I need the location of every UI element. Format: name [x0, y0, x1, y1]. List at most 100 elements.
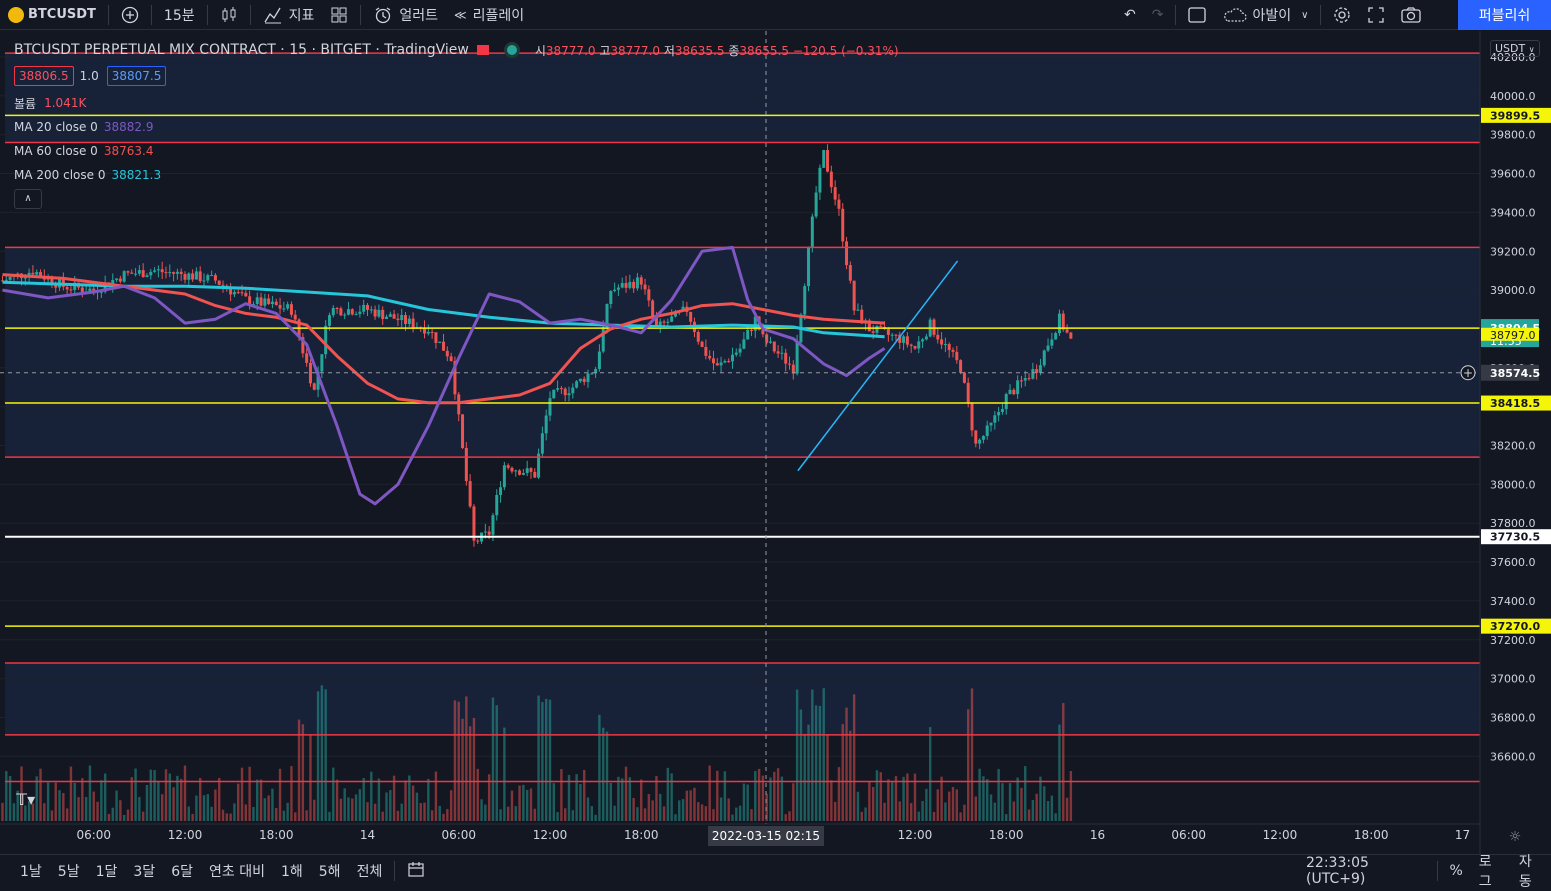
volume-bar: [727, 798, 730, 821]
volume-label: 볼륨: [14, 96, 37, 111]
volume-bar: [951, 787, 955, 821]
clock[interactable]: 22:33:05 (UTC+9): [1306, 854, 1369, 887]
fullscreen-button[interactable]: [1359, 0, 1393, 30]
price-axis[interactable]: [1480, 31, 1551, 854]
candle-body: [616, 287, 620, 290]
range-button[interactable]: 연초 대비: [208, 863, 265, 880]
currency-label: USDT: [1495, 42, 1526, 55]
candle-body: [613, 289, 617, 292]
volume-bar: [65, 808, 69, 821]
fullscreen-layout-button[interactable]: [1180, 0, 1214, 30]
volume-bar: [145, 784, 149, 821]
publish-button[interactable]: 퍼블리쉬: [1458, 0, 1551, 30]
volume-bar: [959, 812, 962, 821]
redo-button[interactable]: ↷: [1144, 0, 1172, 30]
volume-bar: [240, 767, 244, 821]
divider: [394, 860, 396, 881]
buy-price-box[interactable]: 38807.5: [106, 66, 167, 86]
log-toggle[interactable]: 로그: [1478, 853, 1492, 890]
divider: [360, 4, 362, 25]
range-button[interactable]: 전체: [356, 863, 383, 880]
ma200-label[interactable]: MA 200 close 0: [14, 168, 106, 182]
volume-bar: [921, 801, 924, 821]
sell-price-box[interactable]: 38806.5: [14, 66, 74, 86]
x-tick-label: 14: [360, 828, 375, 842]
candle-body: [1031, 369, 1035, 379]
volume-bar: [719, 797, 723, 821]
y-tick-label: 39600.0: [1490, 168, 1536, 181]
volume-bar: [678, 800, 681, 821]
volume-bar: [617, 776, 620, 821]
range-button[interactable]: 6달: [171, 863, 193, 880]
undo-button[interactable]: ↶: [1116, 0, 1144, 30]
candle-body: [1035, 369, 1039, 373]
candle-body: [385, 316, 389, 320]
percent-toggle[interactable]: %: [1449, 862, 1463, 879]
candle-body: [411, 318, 415, 328]
indicators-button[interactable]: 지표: [255, 0, 323, 30]
volume-bar: [693, 787, 696, 821]
candle-body: [909, 344, 913, 346]
candle-body: [354, 314, 358, 316]
volume-bar: [868, 781, 871, 821]
candle-body: [73, 282, 77, 290]
chart-type-button[interactable]: [212, 0, 246, 30]
candle-body: [358, 311, 362, 315]
volume-bar: [826, 734, 829, 821]
candle-body: [438, 341, 442, 343]
ma20-label[interactable]: MA 20 close 0: [14, 120, 98, 134]
ma60-label[interactable]: MA 60 close 0: [14, 144, 98, 158]
volume-bar: [1020, 787, 1023, 821]
candle-body: [810, 216, 814, 247]
interval-button[interactable]: 15분: [163, 7, 195, 24]
volume-bar: [613, 805, 616, 821]
range-button[interactable]: 1날: [20, 863, 42, 880]
candle-body: [232, 292, 236, 295]
range-button[interactable]: 5해: [318, 863, 341, 880]
volume-bar: [335, 779, 339, 821]
candle-body: [445, 350, 449, 357]
compare-button[interactable]: [113, 0, 147, 30]
volume-bar: [438, 805, 441, 821]
trend-line[interactable]: [797, 260, 959, 472]
candle-body: [369, 309, 373, 311]
candle-body: [54, 284, 58, 288]
hline-price-tag: 37730.5: [1490, 531, 1540, 544]
snapshot-button[interactable]: [1393, 0, 1429, 30]
settings-button[interactable]: [1325, 0, 1359, 30]
candle-body: [902, 336, 906, 343]
range-button[interactable]: 1달: [95, 863, 118, 880]
auto-toggle[interactable]: 자동: [1518, 853, 1532, 890]
candle-body: [635, 277, 639, 289]
volume-bar: [556, 812, 559, 821]
replay-button[interactable]: ≪ 리플레이: [446, 0, 532, 30]
alert-button[interactable]: 얼러트: [365, 0, 446, 30]
volume-bar: [191, 813, 194, 821]
candle-body: [331, 308, 335, 316]
volume-bar: [358, 789, 362, 821]
flag-icon[interactable]: [476, 45, 489, 55]
candle-body: [829, 171, 833, 188]
volume-bar: [328, 811, 331, 821]
volume-bar: [278, 768, 282, 821]
volume-bar: [389, 790, 392, 821]
candle-body: [814, 192, 818, 217]
symbol-search[interactable]: BTCUSDT: [0, 0, 104, 30]
candle-body: [993, 415, 997, 423]
price-chart[interactable]: + 40200.0 40000.0 39800.0 39600.0 39400.0 392…: [0, 31, 1551, 854]
candle-body: [305, 353, 309, 363]
range-button[interactable]: 5날: [57, 863, 80, 880]
goto-date-button[interactable]: [399, 861, 433, 881]
range-button[interactable]: 1해: [280, 863, 303, 880]
layout-name-button[interactable]: 아발이 ∨: [1214, 0, 1316, 30]
currency-selector[interactable]: USDT ∨: [1490, 40, 1540, 57]
volume-bar: [510, 790, 514, 821]
candle-body: [822, 150, 826, 168]
templates-button[interactable]: [322, 0, 356, 30]
candle-body: [609, 291, 613, 305]
range-button[interactable]: 3달: [133, 863, 156, 880]
volume-bar: [58, 790, 61, 821]
candle-body: [1008, 389, 1012, 395]
collapse-legend-button[interactable]: ∧: [14, 189, 42, 209]
volume-bar: [830, 780, 833, 821]
